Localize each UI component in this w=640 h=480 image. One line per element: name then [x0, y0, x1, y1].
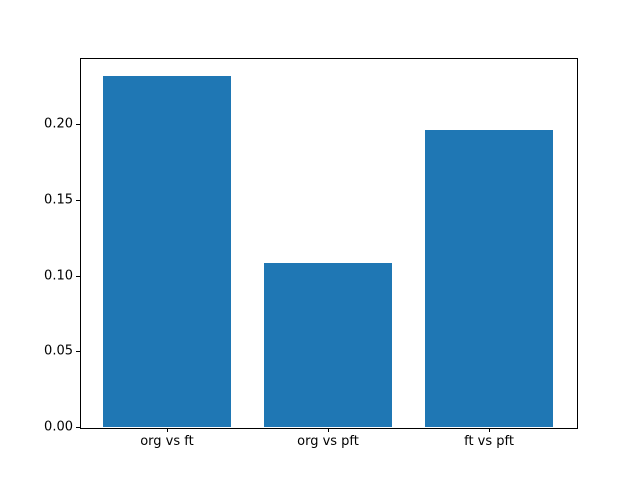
y-tick-label: 0.20 — [44, 116, 73, 132]
bar-ft-vs-pft — [424, 130, 554, 427]
x-tick-mark — [489, 428, 491, 432]
y-tick-mark — [76, 427, 80, 428]
y-tick-mark — [76, 351, 80, 353]
x-tick-label: org vs ft — [140, 434, 194, 449]
y-tick-mark — [76, 199, 80, 201]
x-tick-mark — [166, 428, 168, 432]
y-tick-label: 0.00 — [44, 419, 73, 435]
y-tick-mark — [76, 124, 80, 126]
x-tick-mark — [328, 428, 329, 432]
y-tick-label: 0.05 — [44, 343, 73, 359]
y-tick-mark — [76, 275, 80, 277]
bar-org-vs-ft — [102, 75, 232, 427]
x-tick-label: ft vs pft — [464, 434, 514, 449]
y-tick-label: 0.15 — [44, 192, 73, 208]
bar-org-vs-pft — [263, 263, 393, 427]
x-tick-label: org vs pft — [297, 434, 359, 449]
y-tick-label: 0.10 — [44, 268, 73, 284]
